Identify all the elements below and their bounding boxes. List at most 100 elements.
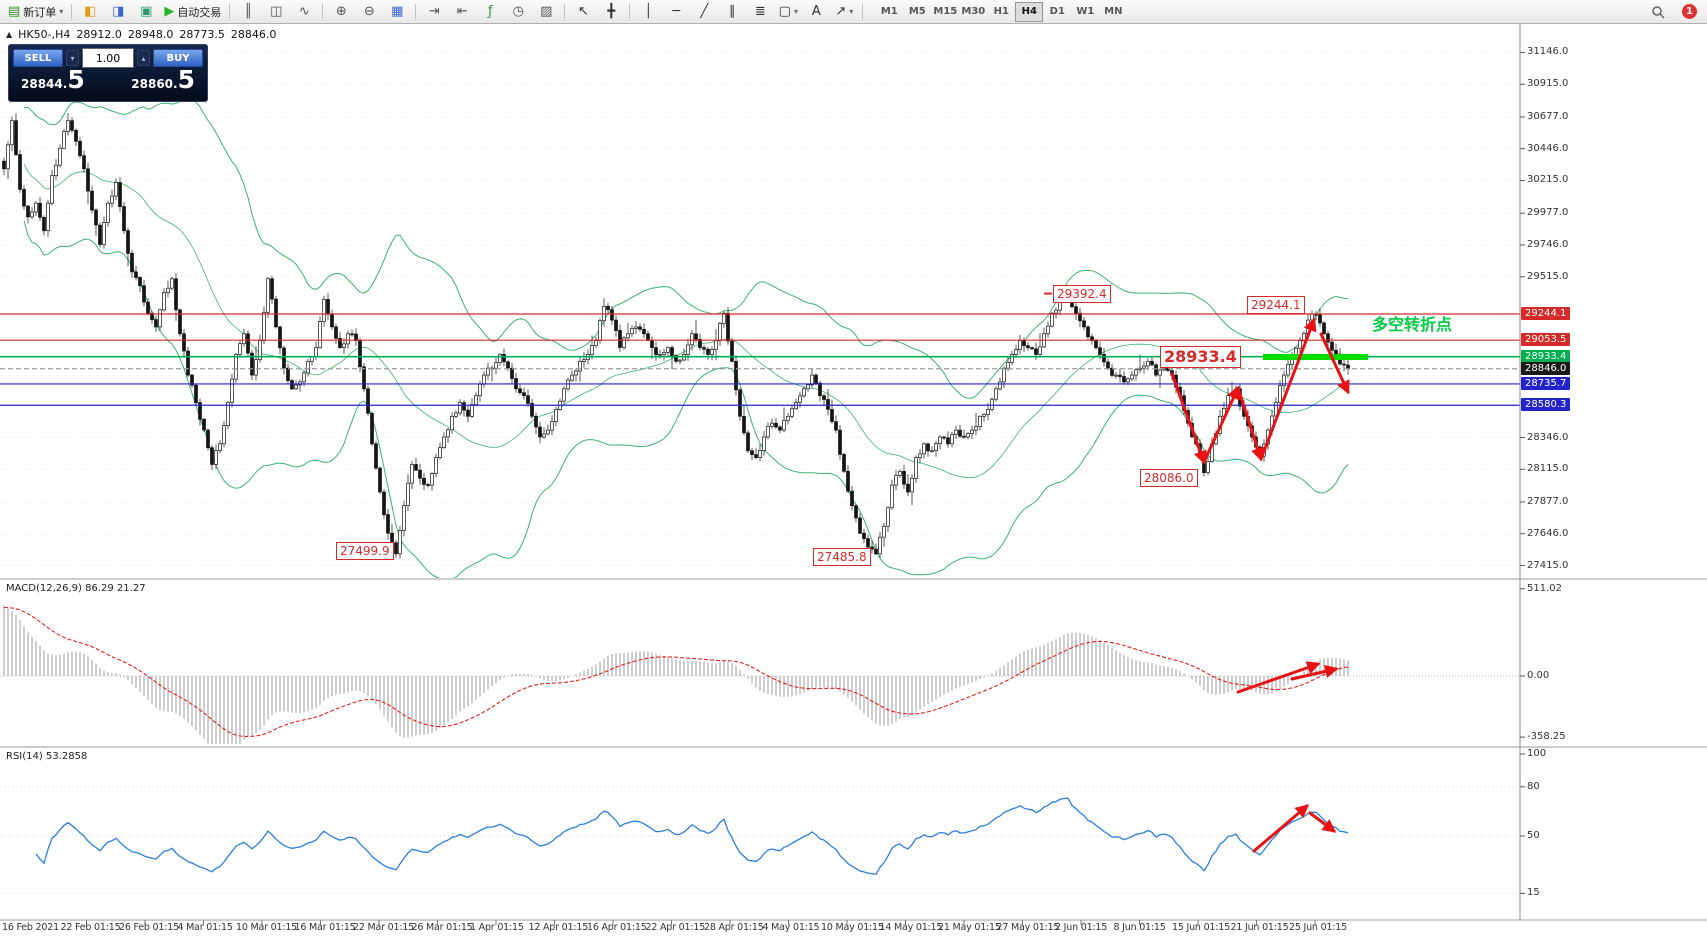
timeframe-H4[interactable]: H4 bbox=[1015, 1, 1044, 22]
new-order-button: ▤ bbox=[8, 4, 21, 19]
timeframe-MN[interactable]: MN bbox=[1104, 6, 1123, 17]
rsi-scale-label: 15 bbox=[1527, 887, 1540, 899]
auto-trading-button-label: 自动交易 bbox=[177, 5, 222, 19]
chart-shift-icon[interactable]: ⇤ bbox=[448, 1, 476, 23]
time-label: 14 May 01:15 bbox=[879, 922, 943, 933]
zoom-in-icon: ⊕ bbox=[335, 4, 347, 19]
line-chart-type-icon: ∿ bbox=[298, 4, 310, 19]
new-order-button-label: 新订单 bbox=[23, 5, 57, 19]
arrows-tool-icon[interactable]: ↗ ▾ bbox=[830, 1, 858, 23]
time-label: 10 May 01:15 bbox=[821, 922, 884, 933]
toolbar-separator bbox=[229, 3, 231, 20]
macd-scale-label: 0.00 bbox=[1527, 670, 1550, 681]
time-label: 4 May 01:15 bbox=[762, 922, 820, 933]
line-chart-type-icon[interactable]: ∿ bbox=[290, 1, 318, 23]
timeframe-D1[interactable]: D1 bbox=[1049, 6, 1065, 17]
time-label: 4 Mar 01:15 bbox=[177, 922, 233, 933]
candlestick-type-icon: ◫ bbox=[270, 4, 283, 19]
price-tag: 29244.1 bbox=[1521, 307, 1571, 320]
fibonacci-icon[interactable]: ≣ bbox=[746, 1, 774, 23]
cursor-icon[interactable]: ↖ bbox=[569, 1, 597, 23]
timeframe-W1[interactable]: W1 bbox=[1076, 6, 1095, 17]
buy-price-display: 28860.5 bbox=[131, 65, 195, 94]
vertical-line-icon[interactable]: │ bbox=[634, 1, 662, 23]
timeframe-M15[interactable]: M15 bbox=[933, 6, 958, 17]
buy-button[interactable]: BUY bbox=[153, 49, 203, 67]
timeframe-toolbar: M1 M5 M15 M30 H1 H4 D1 W1 MN bbox=[875, 1, 1127, 22]
sell-button[interactable]: SELL bbox=[13, 49, 63, 67]
chart-shift-icon: ⇤ bbox=[456, 4, 468, 19]
indicators-icon[interactable]: ƒ bbox=[476, 1, 504, 23]
bar-chart-type-icon: ║ bbox=[244, 4, 253, 19]
volume-increase-button[interactable]: ▴ bbox=[137, 50, 150, 66]
dropdown-caret-icon: ▾ bbox=[793, 7, 798, 16]
auto-trading-button[interactable]: ▶ 自动交易 bbox=[160, 1, 225, 23]
time-label: 22 Feb 01:15 bbox=[60, 922, 121, 933]
time-label: 16 Feb 2021 bbox=[2, 922, 59, 933]
time-label: 2 Jun 01:15 bbox=[1055, 922, 1108, 933]
horizontal-line-icon: ─ bbox=[672, 4, 681, 19]
toolbar-separator bbox=[629, 3, 631, 20]
open-value: 28912.0 bbox=[76, 28, 122, 41]
market-watch-icon: ◧ bbox=[84, 4, 97, 19]
crosshair-icon: ╋ bbox=[607, 4, 616, 19]
zoom-out-icon[interactable]: ⊖ bbox=[355, 1, 383, 23]
text-label-icon[interactable]: A bbox=[802, 1, 830, 23]
price-annotation-label: 29244.1 bbox=[1247, 296, 1305, 314]
auto-scroll-icon[interactable]: ⇥ bbox=[420, 1, 448, 23]
cursor-icon: ↖ bbox=[577, 4, 589, 19]
chart-ohlc-header: ▲ HK50-,H4 28912.0 28948.0 28773.5 28846… bbox=[6, 28, 276, 41]
macd-label: MACD(12,26,9) 86.29 21.27 bbox=[6, 583, 146, 594]
price-tag: 28846.0 bbox=[1521, 361, 1571, 375]
trendline-icon[interactable]: ╱ bbox=[690, 1, 718, 23]
volume-decrease-button[interactable]: ▾ bbox=[66, 50, 79, 66]
channel-icon[interactable]: ∥ bbox=[718, 1, 746, 23]
time-label: 21 May 01:15 bbox=[938, 922, 1001, 933]
low-value: 28773.5 bbox=[179, 28, 225, 41]
time-label: 16 Apr 01:15 bbox=[587, 922, 647, 933]
toolbar-right: 1 bbox=[1644, 1, 1703, 23]
time-label: 22 Apr 01:15 bbox=[645, 922, 706, 933]
volume-input[interactable] bbox=[82, 48, 134, 68]
rsi-label: RSI(14) 53.2858 bbox=[6, 751, 88, 762]
fibonacci-icon: ≣ bbox=[754, 4, 766, 19]
auto-trading-button: ▶ bbox=[164, 4, 175, 19]
tile-windows-icon[interactable]: ▦ bbox=[383, 1, 411, 23]
timeframe-M30[interactable]: M30 bbox=[961, 6, 986, 17]
zoom-out-icon: ⊖ bbox=[363, 4, 375, 19]
time-label: 28 Apr 01:15 bbox=[704, 922, 764, 933]
price-tick-label: 28115.0 bbox=[1527, 463, 1569, 475]
periods-icon[interactable]: ◷ bbox=[504, 1, 532, 23]
time-label: 26 Mar 01:15 bbox=[411, 922, 473, 933]
search-icon[interactable] bbox=[1644, 1, 1672, 23]
toolbar-separator bbox=[564, 3, 566, 20]
time-label: 25 Jun 01:15 bbox=[1289, 922, 1347, 933]
horizontal-line-icon[interactable]: ─ bbox=[662, 1, 690, 23]
timeframe-H1[interactable]: H1 bbox=[993, 6, 1009, 17]
bar-chart-type-icon[interactable]: ║ bbox=[234, 1, 262, 23]
timeframe-M5[interactable]: M5 bbox=[908, 6, 926, 17]
shapes-icon[interactable]: ▢ ▾ bbox=[774, 1, 802, 23]
crosshair-icon[interactable]: ╋ bbox=[597, 1, 625, 23]
note-annotation: 多空转折点 bbox=[1372, 315, 1453, 334]
price-tick-label: 30677.0 bbox=[1527, 110, 1569, 122]
time-label: 8 Jun 01:15 bbox=[1113, 922, 1166, 933]
price-annotation-label: 29392.4 bbox=[1053, 284, 1111, 303]
notification-badge[interactable]: 1 bbox=[1682, 4, 1697, 19]
price-tag: 28933.4 bbox=[1521, 349, 1571, 363]
price-tag: 28580.3 bbox=[1521, 398, 1571, 412]
market-watch-icon[interactable]: ◧ bbox=[76, 1, 104, 23]
one-click-collapse-icon[interactable]: ▲ bbox=[6, 30, 13, 39]
candlestick-type-icon[interactable]: ◫ bbox=[262, 1, 290, 23]
timeframe-M1[interactable]: M1 bbox=[880, 6, 898, 17]
navigator-icon[interactable]: ◨ bbox=[104, 1, 132, 23]
price-tick-label: 27877.0 bbox=[1527, 496, 1569, 507]
templates-icon[interactable]: ▨ bbox=[532, 1, 560, 23]
one-click-trading-panel: SELL ▾ ▴ BUY 28844.5 28860.5 bbox=[8, 44, 208, 102]
zoom-in-icon[interactable]: ⊕ bbox=[327, 1, 355, 23]
time-label: 16 Mar 01:15 bbox=[294, 922, 356, 933]
price-tick-label: 30215.0 bbox=[1527, 174, 1569, 186]
terminal-icon[interactable]: ▣ bbox=[132, 1, 160, 23]
new-order-button[interactable]: ▤ 新订单 ▾ bbox=[4, 1, 67, 23]
